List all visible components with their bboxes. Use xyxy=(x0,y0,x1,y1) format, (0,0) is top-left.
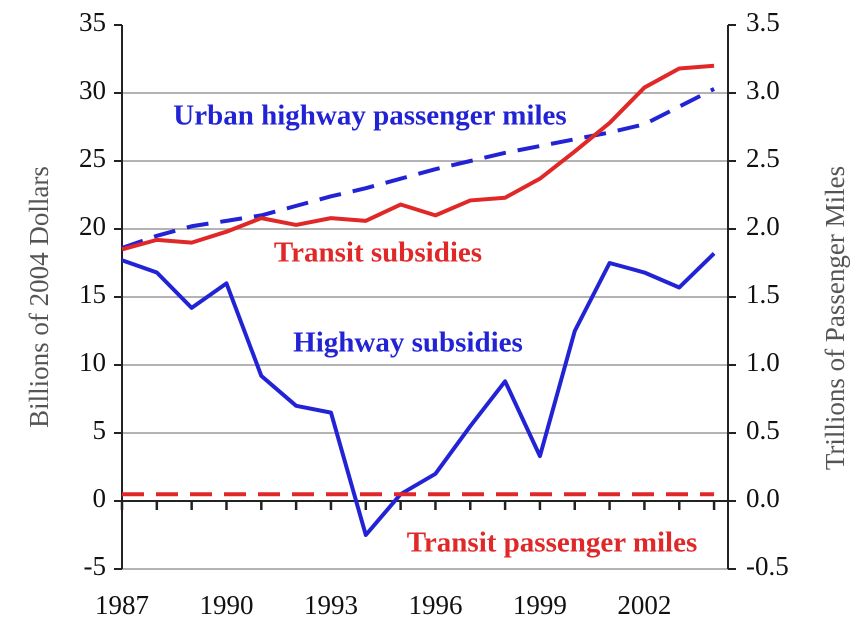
x-tick-label: 2002 xyxy=(617,590,671,620)
y-tick-label: 10 xyxy=(79,347,106,377)
y-tick-label: 0 xyxy=(93,483,107,513)
y-tick-label: 30 xyxy=(79,75,106,105)
y-tick-label: 15 xyxy=(79,279,106,309)
y-axis-label: Billions of 2004 Dollars xyxy=(24,166,54,428)
series-label: Highway subsidies xyxy=(293,327,523,359)
x-tick-label: 1987 xyxy=(95,590,149,620)
y2-tick-label: 1.5 xyxy=(746,279,780,309)
series-line xyxy=(121,252,716,537)
x-tick-label: 1999 xyxy=(513,590,567,620)
x-tick-label: 1996 xyxy=(408,590,462,620)
y2-tick-label: 3.5 xyxy=(746,7,780,37)
y2-tick-label: 2.5 xyxy=(746,143,780,173)
y-tick-label: 35 xyxy=(79,7,106,37)
x-tick-label: 1993 xyxy=(304,590,358,620)
series-label: Transit passenger miles xyxy=(407,527,698,559)
y2-axis-label: Trillions of Passenger Miles xyxy=(820,166,850,470)
y2-tick-label: 0.0 xyxy=(746,483,780,513)
series-line xyxy=(121,63,715,252)
y2-tick-label: 1.0 xyxy=(746,347,780,377)
y-tick-label: -5 xyxy=(84,551,107,581)
y2-tick-label: 2.0 xyxy=(746,211,780,241)
y2-tick-label: 0.5 xyxy=(746,415,780,445)
y-tick-label: 25 xyxy=(79,143,106,173)
y2-tick-label: -0.5 xyxy=(746,551,789,581)
y2-tick-label: 3.0 xyxy=(746,75,780,105)
series-label: Urban highway passenger miles xyxy=(173,100,566,132)
y-tick-label: 20 xyxy=(79,211,106,241)
y-tick-label: 5 xyxy=(93,415,107,445)
x-tick-label: 1990 xyxy=(199,590,253,620)
series-line xyxy=(121,87,715,250)
series-label: Transit subsidies xyxy=(274,237,482,269)
